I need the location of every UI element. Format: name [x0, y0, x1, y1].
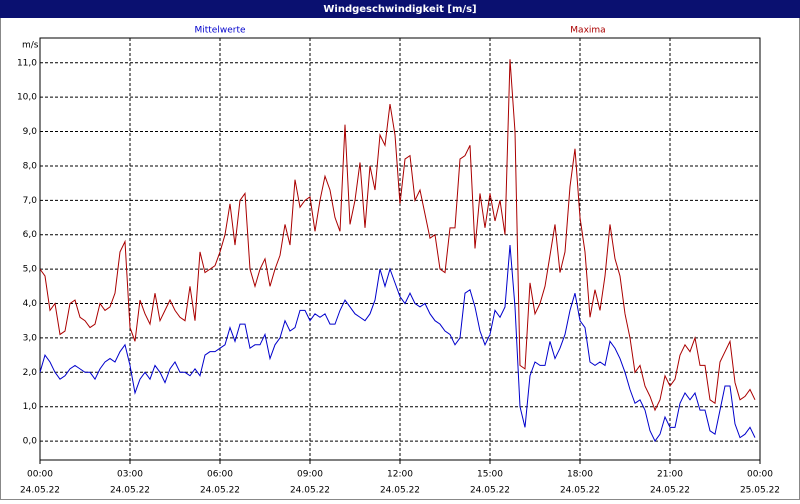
- y-unit: m/s: [22, 41, 39, 51]
- y-tick-label: 3,0: [23, 333, 38, 343]
- y-tick-label: 11,0: [17, 58, 37, 68]
- x-tick-label: 00:00: [747, 470, 773, 480]
- plot-frame: [39, 37, 761, 461]
- x-tick-date: 24.05.22: [650, 486, 690, 496]
- y-tick-label: 7,0: [23, 196, 38, 206]
- y-tick-label: 6,0: [23, 230, 38, 240]
- y-tick-label: 5,0: [23, 265, 38, 275]
- x-tick-label: 06:00: [207, 470, 233, 480]
- x-tick-date: 24.05.22: [560, 486, 600, 496]
- x-tick-date: 24.05.22: [200, 486, 240, 496]
- legend-label: Maxima: [570, 26, 605, 36]
- x-tick-label: 03:00: [117, 470, 143, 480]
- legend-label: Mittelwerte: [194, 26, 245, 36]
- x-tick-label: 00:00: [27, 470, 53, 480]
- y-tick-label: 1,0: [23, 402, 38, 412]
- title-bar: [0, 0, 800, 18]
- y-tick-label: 8,0: [23, 161, 38, 171]
- x-tick-date: 24.05.22: [110, 486, 150, 496]
- series-line: [39, 59, 756, 412]
- x-tick-label: 15:00: [477, 470, 503, 480]
- y-tick-label: 0,0: [23, 437, 38, 447]
- x-tick-date: 24.05.22: [380, 486, 420, 496]
- x-tick-label: 09:00: [297, 470, 323, 480]
- x-tick-date: 24.05.22: [470, 486, 510, 496]
- x-tick-date: 25.05.22: [740, 486, 780, 496]
- y-tick-label: 9,0: [23, 127, 38, 137]
- y-tick-label: 10,0: [17, 93, 37, 103]
- x-tick-label: 18:00: [567, 470, 593, 480]
- x-tick-date: 24.05.22: [20, 486, 60, 496]
- x-tick-date: 24.05.22: [290, 486, 330, 496]
- x-tick-label: 21:00: [657, 470, 683, 480]
- chart-title: Windgeschwindigkeit [m/s]: [323, 4, 476, 15]
- x-tick-label: 12:00: [387, 470, 413, 480]
- y-tick-label: 4,0: [23, 299, 38, 309]
- series-line: [39, 245, 756, 443]
- y-tick-label: 2,0: [23, 368, 38, 378]
